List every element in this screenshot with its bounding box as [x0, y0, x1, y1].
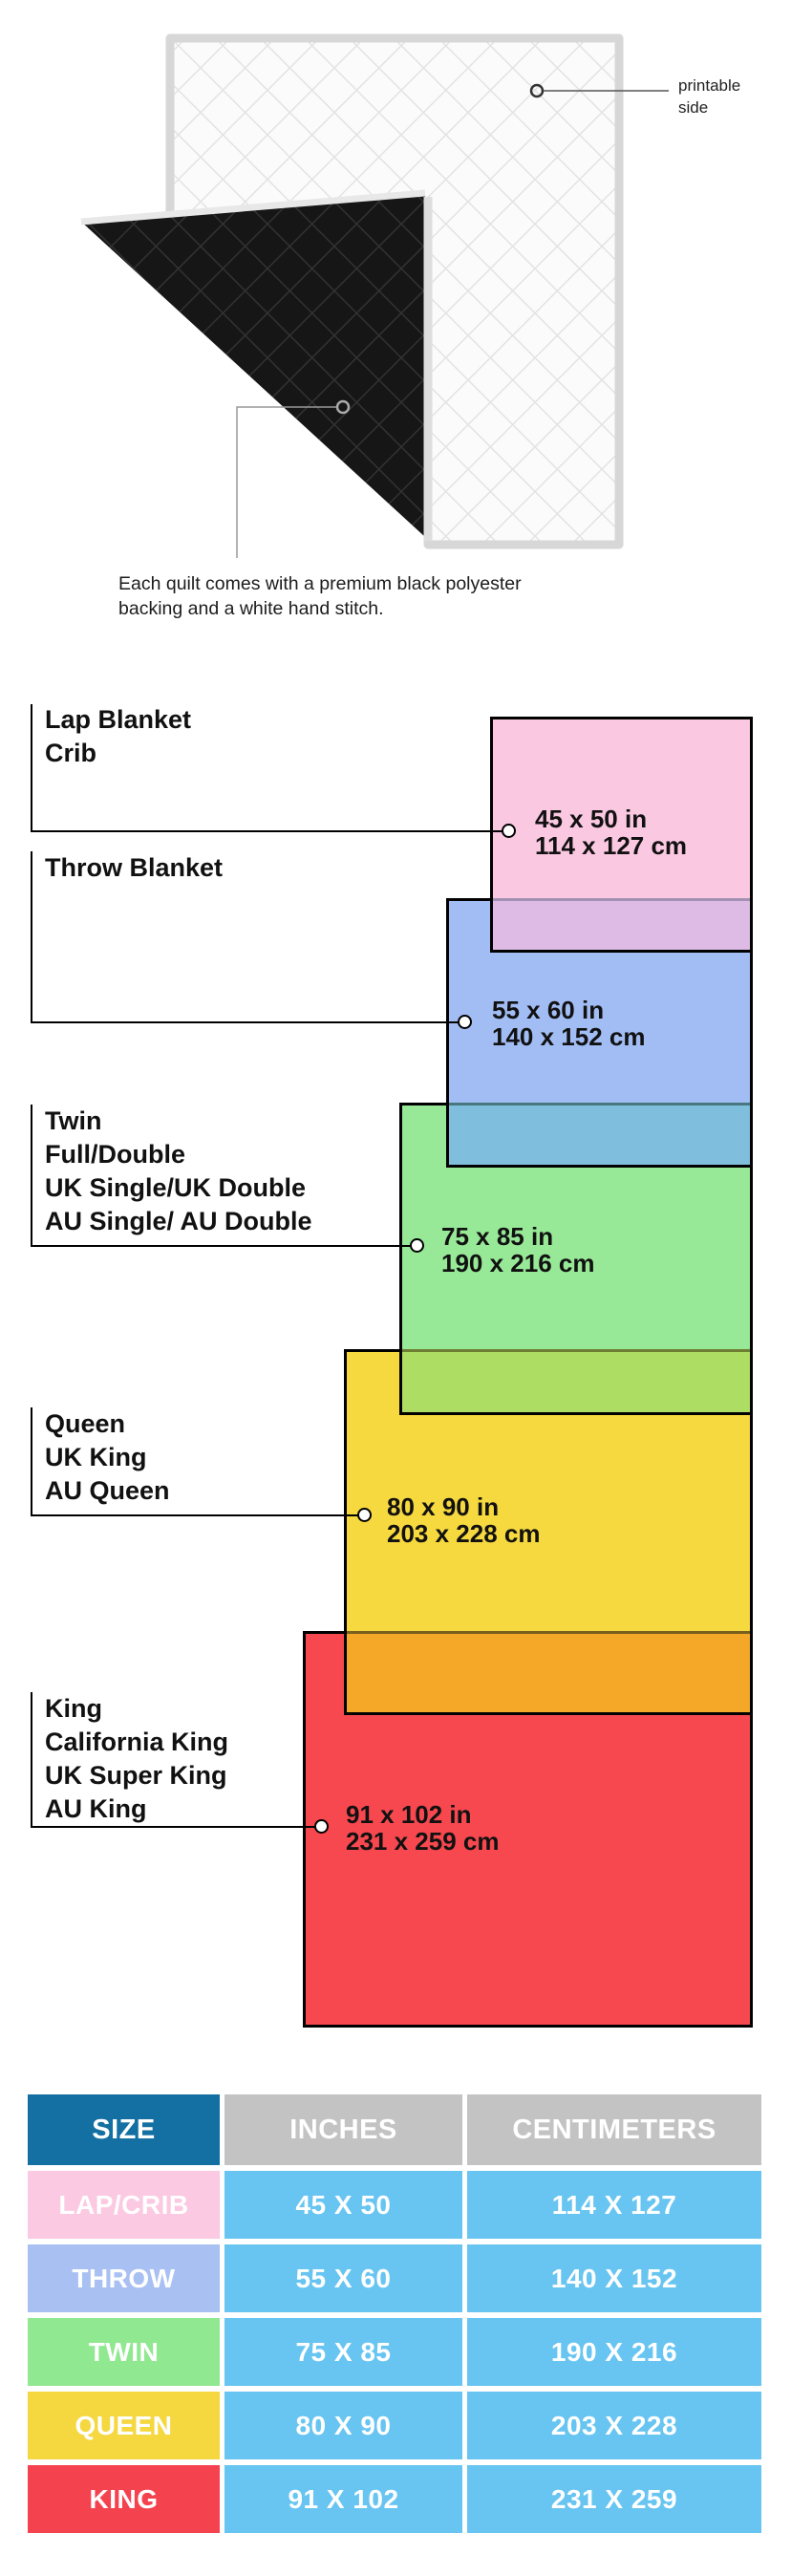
dimension-inches: 45 x 50 in [535, 805, 648, 833]
dimension-inches: 80 x 90 in [387, 1492, 500, 1521]
label-line: Full/Double [45, 1140, 185, 1169]
lap-bracket-line [31, 704, 32, 832]
label-line: Queen [45, 1409, 126, 1438]
lap-marker-icon [502, 824, 516, 838]
dimension-cm: 190 x 216 cm [441, 1249, 595, 1277]
label-line: California King [45, 1728, 229, 1756]
table-row-throw-inches: 55 X 60 [224, 2244, 462, 2312]
table-row-throw-cm: 140 X 152 [467, 2244, 761, 2312]
label-block-king: King California King UK Super King AU Ki… [45, 1692, 228, 1826]
king-bracket-line [31, 1692, 32, 1828]
twin-bracket-line [31, 1105, 32, 1247]
label-block-lap: Lap Blanket Crib [45, 703, 191, 770]
table-row-throw-size: THROW [28, 2244, 220, 2312]
throw-leader-line [31, 1021, 460, 1023]
label-line: King [45, 1694, 102, 1723]
table-header-inches: INCHES [224, 2094, 462, 2165]
dimension-inches: 91 x 102 in [346, 1800, 472, 1829]
table-row-king-inches: 91 X 102 [224, 2465, 462, 2533]
table-row-twin-size: TWIN [28, 2318, 220, 2386]
table-row-lap-inches: 45 X 50 [224, 2171, 462, 2239]
quilt-description: Each quilt comes with a premium black po… [118, 571, 522, 621]
backing-marker-icon [335, 399, 351, 415]
table-row-lap-cm: 114 X 127 [467, 2171, 761, 2239]
overlap-twin-queen [402, 1349, 750, 1415]
overlap-throw-twin [449, 1103, 750, 1168]
king-marker-icon [314, 1819, 329, 1834]
label-line: Lap Blanket [45, 705, 192, 734]
dimension-label-twin: 75 x 85 in 190 x 216 cm [441, 1223, 594, 1277]
throw-marker-icon [458, 1015, 472, 1029]
dimension-label-queen: 80 x 90 in 203 x 228 cm [387, 1493, 540, 1547]
twin-marker-icon [410, 1238, 424, 1253]
label-line: AU Single/ AU Double [45, 1207, 312, 1235]
label-line: UK King [45, 1443, 147, 1471]
table-header-size: SIZE [28, 2094, 220, 2165]
table-row-queen-size: QUEEN [28, 2392, 220, 2459]
table-row-king-cm: 231 X 259 [467, 2465, 761, 2533]
label-line: UK Single/UK Double [45, 1173, 307, 1202]
dimension-label-lap: 45 x 50 in 114 x 127 cm [535, 805, 687, 859]
queen-bracket-line [31, 1407, 32, 1516]
label-line: AU Queen [45, 1476, 170, 1505]
queen-leader-line [31, 1514, 360, 1516]
printable-side-label-line1: printable [678, 76, 741, 95]
table-row-twin-inches: 75 X 85 [224, 2318, 462, 2386]
table-row-queen-inches: 80 X 90 [224, 2392, 462, 2459]
backing-leader-line [236, 406, 336, 558]
label-line: UK Super King [45, 1761, 227, 1790]
label-block-twin: Twin Full/Double UK Single/UK Double AU … [45, 1105, 312, 1238]
overlap-lap-throw [493, 898, 750, 953]
table-row-queen-cm: 203 X 228 [467, 2392, 761, 2459]
throw-bracket-line [31, 851, 32, 1023]
dimension-inches: 75 x 85 in [441, 1222, 554, 1251]
twin-leader-line [31, 1245, 413, 1247]
fold-binding-edge [80, 189, 426, 225]
quilt-description-line2: backing and a white hand stitch. [118, 598, 384, 619]
dimension-cm: 114 x 127 cm [535, 831, 688, 860]
quilt-black-backing [81, 193, 425, 537]
table-row-lap-size: LAP/CRIB [28, 2171, 220, 2239]
label-line: Crib [45, 739, 96, 767]
label-line: Twin [45, 1106, 102, 1135]
dimension-label-throw: 55 x 60 in 140 x 152 cm [492, 997, 645, 1050]
printable-side-label-line2: side [678, 98, 709, 117]
dimension-inches: 55 x 60 in [492, 996, 605, 1024]
label-block-queen: Queen UK King AU Queen [45, 1407, 170, 1508]
table-header-centimeters: CENTIMETERS [467, 2094, 761, 2165]
dimension-cm: 231 x 259 cm [346, 1827, 500, 1856]
quilt-description-line1: Each quilt comes with a premium black po… [118, 573, 522, 594]
label-line: Throw Blanket [45, 853, 224, 882]
dimension-label-king: 91 x 102 in 231 x 259 cm [346, 1801, 499, 1855]
queen-marker-icon [357, 1508, 372, 1522]
king-leader-line [31, 1826, 317, 1828]
dimension-cm: 203 x 228 cm [387, 1519, 541, 1548]
table-row-king-size: KING [28, 2465, 220, 2533]
dimension-cm: 140 x 152 cm [492, 1022, 646, 1051]
overlap-queen-king [347, 1631, 750, 1715]
printable-side-marker-icon [529, 83, 545, 98]
label-line: AU King [45, 1794, 147, 1823]
printable-side-label: printable side [678, 75, 740, 118]
table-row-twin-cm: 190 X 216 [467, 2318, 761, 2386]
label-block-throw: Throw Blanket [45, 851, 223, 885]
quilt-illustration [80, 33, 669, 558]
lap-leader-line [31, 830, 504, 832]
